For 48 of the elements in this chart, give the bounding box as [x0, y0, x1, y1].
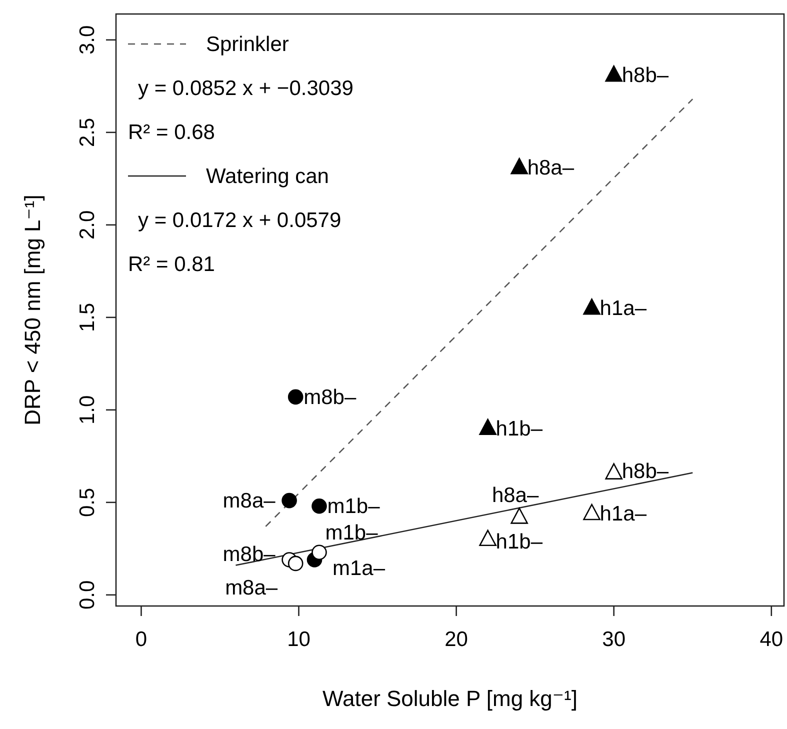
- y-tick-label: 0.5: [76, 488, 99, 517]
- x-tick-label: 0: [135, 628, 148, 651]
- y-tick-label: 2.0: [76, 210, 99, 240]
- annotation: h1b–: [496, 530, 543, 554]
- point: [479, 418, 496, 436]
- legend-label: Watering can: [206, 165, 329, 188]
- point: [583, 298, 600, 315]
- x-tick-label: 40: [760, 628, 784, 651]
- point: [605, 65, 622, 82]
- point: [312, 544, 327, 560]
- y-tick-label: 2.5: [76, 118, 99, 147]
- annotation: m8b–: [304, 386, 356, 409]
- annotation: h1a–: [600, 502, 647, 526]
- y-tick-label: 3.0: [76, 25, 99, 54]
- annotation: R² = 0.81: [128, 253, 215, 276]
- annotation: h8b–: [622, 460, 669, 483]
- legend-label: Sprinkler: [206, 33, 289, 56]
- annotation: R² = 0.68: [128, 121, 215, 144]
- point: [605, 463, 622, 480]
- point: [583, 504, 600, 520]
- annotation: h8a–: [527, 156, 574, 180]
- annotation: m8b–: [222, 542, 276, 566]
- annotation: y = 0.0172 x + 0.0579: [138, 209, 342, 232]
- y-axis-title: DRP < 450 nm [mg L⁻¹]: [20, 194, 45, 426]
- point: [510, 508, 528, 524]
- annotation: h1b–: [496, 417, 543, 440]
- annotation: m1a–: [332, 556, 386, 580]
- x-tick-label: 30: [602, 628, 626, 651]
- y-tick-label: 1.0: [76, 395, 99, 424]
- annotation: h1a–: [600, 297, 647, 320]
- y-tick-label: 0.0: [76, 580, 99, 610]
- point: [282, 492, 297, 508]
- point: [312, 498, 327, 514]
- annotation: m8a–: [225, 576, 278, 600]
- x-tick-label: 10: [287, 628, 310, 651]
- x-axis-title: Water Soluble P [mg kg⁻¹]: [322, 686, 578, 711]
- point: [288, 389, 304, 405]
- annotation: h8a–: [492, 484, 539, 508]
- annotation: m1b–: [327, 495, 380, 518]
- x-tick-label: 20: [444, 628, 468, 651]
- y-tick-label: 1.5: [76, 302, 99, 332]
- point: [479, 530, 496, 546]
- point: [510, 158, 528, 174]
- annotation: y = 0.0852 x + −0.3039: [138, 77, 354, 100]
- annotation: h8b–: [622, 64, 669, 88]
- point: [288, 556, 304, 572]
- annotation: m1b–: [325, 521, 378, 544]
- annotation: m8a–: [222, 490, 276, 513]
